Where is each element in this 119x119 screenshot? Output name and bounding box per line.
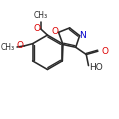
Text: CH₃: CH₃ — [1, 42, 15, 52]
Text: N: N — [80, 31, 86, 40]
Text: CH₃: CH₃ — [34, 11, 48, 20]
Text: O: O — [101, 47, 108, 56]
Text: HO: HO — [89, 63, 103, 72]
Text: O: O — [16, 41, 23, 50]
Text: O: O — [33, 24, 40, 33]
Text: O: O — [52, 27, 59, 36]
